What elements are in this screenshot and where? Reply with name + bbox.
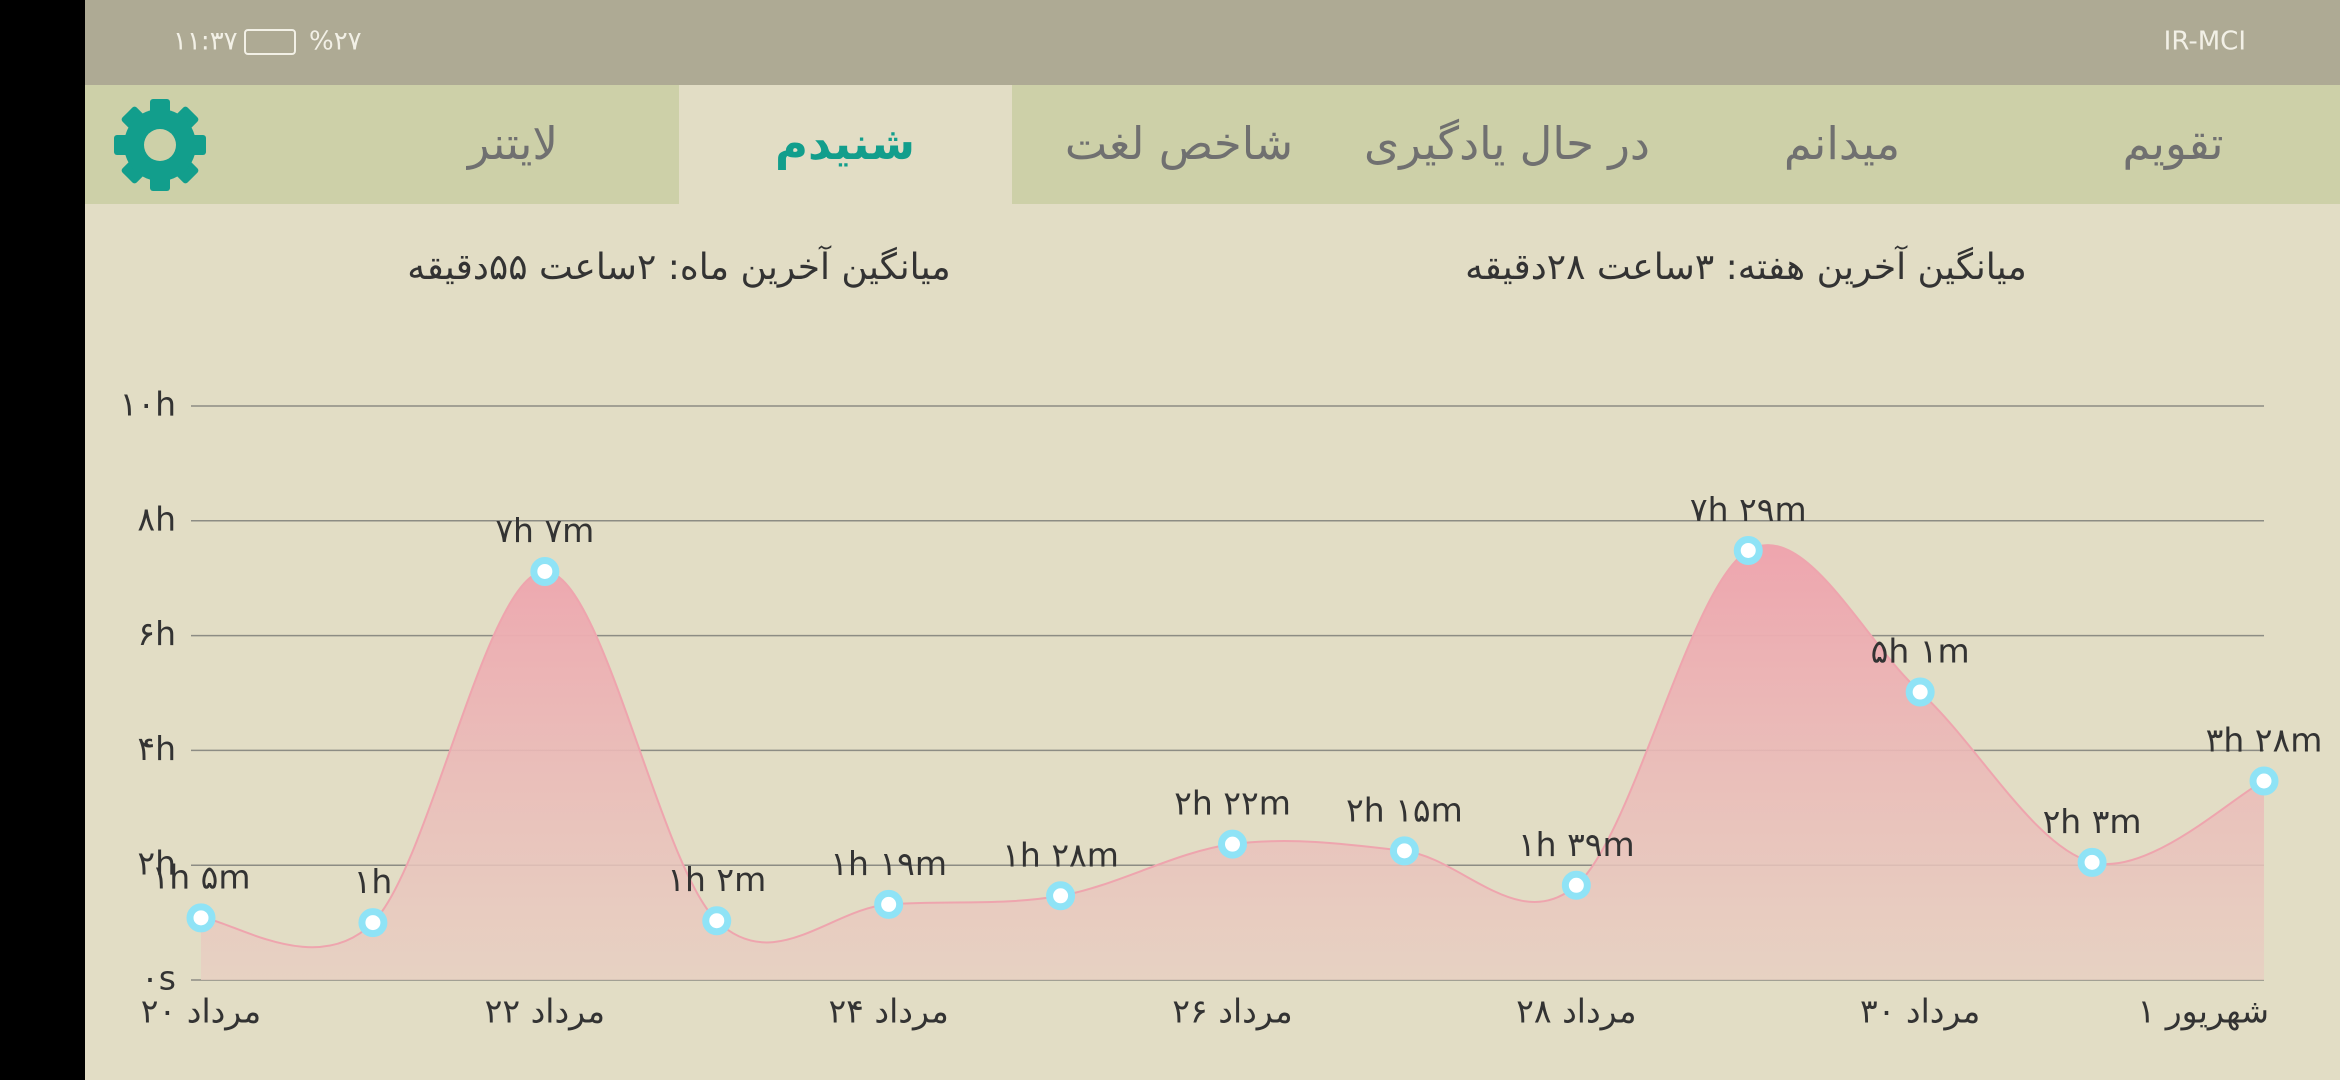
y-tick-label: ۴h [137, 729, 176, 768]
point [1389, 836, 1419, 866]
x-tick-label: ۱ شهریور [2138, 992, 2269, 1031]
point [1561, 870, 1591, 900]
value-label: ۱h ۲m [667, 860, 766, 899]
status-battery: %۲۷ [309, 27, 362, 57]
value-label: ۱h ۵m [152, 857, 251, 896]
value-label: ۲h ۱۵m [1346, 790, 1463, 829]
point [1733, 535, 1763, 565]
value-label: ۱h [354, 862, 393, 901]
value-label: ۵h ۱m [1871, 632, 1970, 671]
tab[interactable]: میدانم [1784, 117, 1900, 170]
point [1905, 677, 1935, 707]
y-tick-label: ۸h [137, 499, 176, 538]
x-tick-label: ۳۰ مرداد [1860, 992, 1980, 1031]
x-tick-label: ۲۰ مرداد [141, 992, 261, 1031]
point [186, 903, 216, 933]
value-label: ۲h ۲۲m [1174, 784, 1291, 823]
month-average: میانگین آخرین ماه: ۲ساعت ۵۵دقیقه [407, 244, 950, 288]
point [874, 889, 904, 919]
point [702, 906, 732, 936]
value-label: ۱h ۱۹m [830, 844, 947, 883]
y-tick-label: ۱۰h [120, 385, 176, 424]
tab[interactable]: لایتنر [466, 117, 558, 170]
area [201, 545, 2264, 980]
x-tick-label: ۲۸ مرداد [1516, 992, 1636, 1031]
y-tick-label: ۶h [137, 614, 176, 653]
x-tick-label: ۲۶ مرداد [1172, 992, 1292, 1031]
tab[interactable]: شنیدم [775, 117, 915, 170]
value-label: ۳h ۲۸m [2206, 720, 2323, 759]
y-tick-label: ۲h [137, 844, 176, 883]
left-edge [0, 0, 85, 1080]
tab[interactable]: شاخص لغت [1065, 117, 1293, 170]
point [2249, 766, 2279, 796]
value-label: ۲h ۳m [2043, 802, 2142, 841]
status-time: ۱۱:۳۷ [173, 27, 238, 57]
point [2077, 847, 2107, 877]
selected-tab-background [679, 85, 1012, 204]
y-tick-label: ۰s [141, 959, 176, 998]
week-average: میانگین آخرین هفته: ۳ساعت ۲۸دقیقه [1465, 244, 2027, 288]
battery-icon [244, 29, 296, 55]
value-label: ۱h ۲۸m [1002, 835, 1119, 874]
value-label: ۷h ۷m [495, 511, 594, 550]
settings-gear[interactable] [114, 99, 206, 191]
tab-bar [85, 85, 2340, 204]
tab[interactable]: در حال یادگیری [1364, 117, 1650, 170]
x-tick-label: ۲۴ مرداد [828, 992, 948, 1031]
value-label: ۱h ۳۹m [1518, 825, 1635, 864]
point [358, 908, 388, 938]
status-carrier: IR-MCI [2164, 27, 2246, 57]
point [530, 556, 560, 586]
tab[interactable]: تقویم [2122, 117, 2223, 170]
value-label: ۷h ۲۹m [1690, 490, 1807, 529]
x-tick-label: ۲۲ مرداد [485, 992, 605, 1031]
point [1046, 881, 1076, 911]
point [1218, 829, 1247, 859]
status-bar [85, 0, 2340, 85]
